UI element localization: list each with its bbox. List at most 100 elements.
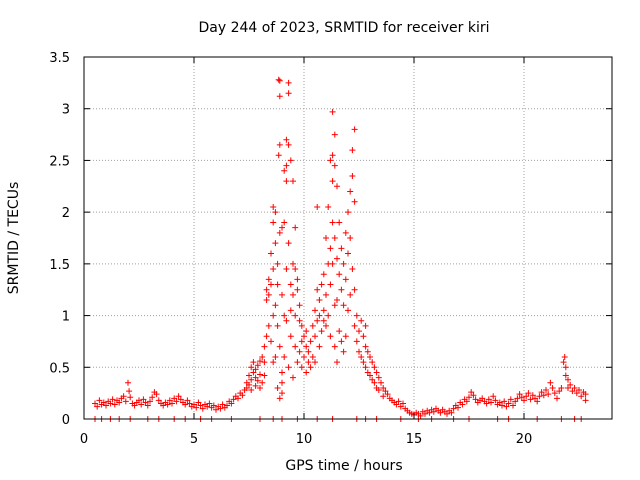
- data-point: [331, 235, 338, 241]
- data-point: [272, 302, 279, 309]
- data-point: [294, 286, 301, 293]
- data-point: [331, 162, 338, 169]
- data-point: [257, 371, 263, 378]
- x-tick-label: 0: [80, 432, 88, 447]
- data-point: [265, 276, 272, 283]
- data-point: [362, 364, 369, 371]
- data-point: [184, 397, 191, 404]
- data-point: [312, 307, 318, 314]
- data-point: [138, 401, 145, 408]
- data-point: [338, 338, 345, 345]
- data-point: [259, 379, 266, 386]
- data-point: [496, 399, 503, 406]
- data-point: [536, 393, 543, 400]
- data-point: [323, 322, 329, 329]
- data-point: [367, 353, 373, 360]
- data-point: [540, 392, 547, 399]
- data-point: [261, 359, 268, 366]
- data-point: [510, 402, 516, 409]
- data-point: [274, 281, 281, 288]
- data-point: [349, 172, 356, 179]
- data-point: [554, 395, 560, 402]
- data-point: [342, 229, 349, 236]
- data-point: [560, 359, 567, 366]
- data-point: [292, 312, 299, 319]
- data-point: [356, 328, 362, 335]
- data-point: [276, 93, 283, 100]
- data-point: [281, 167, 288, 174]
- data-point: [558, 384, 565, 391]
- y-axis-label: SRMTID / TECUs: [6, 182, 22, 295]
- data-point: [534, 398, 541, 405]
- data-point: [285, 79, 292, 86]
- data-point: [459, 401, 466, 408]
- data-point: [270, 219, 277, 226]
- data-point: [263, 286, 270, 293]
- data-point: [287, 281, 294, 288]
- data-point: [576, 387, 582, 394]
- data-point: [507, 396, 514, 403]
- data-point: [334, 255, 340, 262]
- data-point: [296, 348, 303, 355]
- data-point: [543, 387, 549, 394]
- data-point: [329, 152, 336, 159]
- data-point: [272, 209, 279, 216]
- data-point: [450, 405, 457, 412]
- data-point: [342, 333, 349, 340]
- y-tick-label: 3.5: [49, 51, 70, 66]
- data-point: [501, 398, 508, 405]
- y-tick-label: 2: [62, 206, 70, 221]
- data-point: [329, 108, 336, 115]
- data-point: [281, 219, 288, 226]
- data-point: [287, 307, 294, 314]
- data-point: [351, 322, 358, 329]
- data-point: [331, 131, 338, 138]
- data-point: [551, 390, 558, 397]
- data-point: [144, 402, 151, 409]
- data-point: [254, 362, 261, 369]
- data-point: [283, 136, 290, 143]
- data-point: [371, 379, 378, 386]
- data-point: [213, 406, 219, 413]
- data-point: [395, 398, 402, 405]
- data-point: [252, 374, 259, 381]
- data-point: [367, 372, 373, 379]
- data-point: [224, 402, 230, 409]
- data-point: [171, 395, 178, 402]
- data-point: [283, 317, 290, 324]
- data-point: [362, 322, 369, 329]
- data-point: [329, 219, 336, 226]
- data-point: [276, 141, 283, 148]
- data-point: [562, 372, 569, 379]
- data-point: [338, 286, 345, 293]
- data-point: [279, 369, 285, 376]
- data-point: [126, 388, 133, 395]
- data-point: [347, 235, 354, 241]
- data-point: [111, 401, 118, 408]
- data-point: [364, 369, 371, 376]
- data-point: [360, 333, 367, 340]
- data-point: [122, 398, 129, 405]
- data-point: [94, 403, 101, 410]
- data-point: [312, 333, 318, 340]
- data-point: [318, 328, 325, 335]
- data-point: [320, 307, 327, 314]
- data-point: [349, 147, 356, 154]
- data-point: [169, 400, 175, 407]
- data-point: [96, 397, 103, 404]
- data-point: [400, 400, 406, 407]
- data-point: [561, 353, 568, 360]
- data-point: [296, 317, 303, 324]
- data-point: [316, 343, 323, 350]
- data-point: [547, 379, 554, 386]
- data-point: [182, 401, 189, 408]
- data-point: [329, 178, 336, 185]
- x-tick-label: 15: [406, 432, 423, 447]
- data-point: [353, 312, 360, 319]
- data-point: [318, 281, 325, 288]
- data-point: [301, 353, 307, 360]
- data-point: [307, 364, 314, 371]
- y-tick-label: 0: [62, 413, 70, 428]
- data-point: [290, 260, 296, 267]
